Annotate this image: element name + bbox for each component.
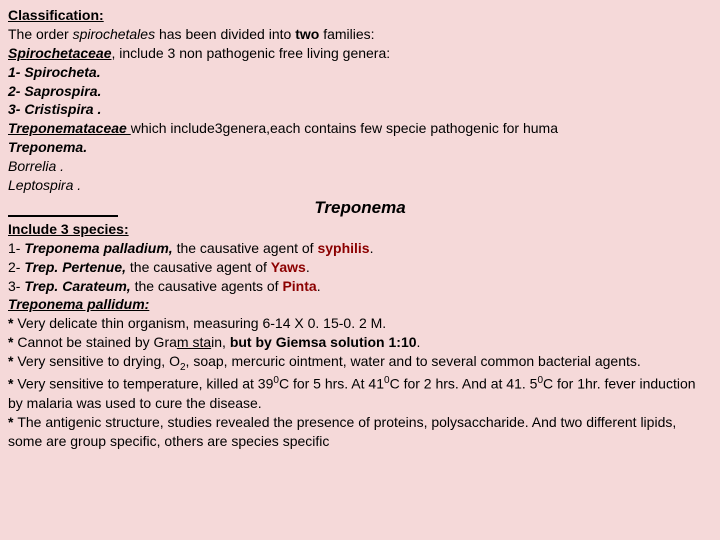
classification-intro: The order spirochetales has been divided… — [8, 25, 712, 44]
species-1: 1- Treponema palladium, the causative ag… — [8, 239, 712, 258]
family1-desc: , include 3 non pathogenic free living g… — [112, 45, 391, 61]
pallidum-heading: Treponema pallidum: — [8, 295, 712, 314]
bullet-2: * Cannot be stained by Gram stain, but b… — [8, 333, 712, 352]
family1-line: Spirochetaceae, include 3 non pathogenic… — [8, 44, 712, 63]
sp3-name: Trep. Carateum, — [24, 278, 134, 294]
bullet-3: * Very sensitive to drying, O2, soap, me… — [8, 352, 712, 374]
bullet-4: * Very sensitive to temperature, killed … — [8, 374, 712, 412]
intro-term: spirochetales — [73, 26, 159, 42]
sp2-pre: 2- — [8, 259, 24, 275]
b2-b: m sta — [177, 334, 211, 350]
sp3-end: . — [317, 278, 321, 294]
sp1-end: . — [370, 240, 374, 256]
family2-line: Treponemataceae which include3genera,eac… — [8, 119, 712, 138]
b5-star: * — [8, 414, 17, 430]
family2-name: Treponemataceae — [8, 120, 131, 136]
b4-star: * — [8, 376, 17, 392]
intro-end: families: — [323, 26, 374, 42]
genera2: 2- Saprospira. — [8, 82, 712, 101]
bullet-1: * Very delicate thin organism, measuring… — [8, 314, 712, 333]
b1-star: * — [8, 315, 17, 331]
sp1-pre: 1- — [8, 240, 24, 256]
sp3-disease: Pinta — [282, 278, 316, 294]
b3-a: Very sensitive to drying, O — [17, 353, 180, 369]
sp3-pre: 3- — [8, 278, 24, 294]
sp3-mid: the causative agents of — [135, 278, 283, 294]
intro-two: two — [295, 26, 323, 42]
b2-a: Cannot be stained by Gra — [17, 334, 177, 350]
intro-pre: The order — [8, 26, 73, 42]
sp2-mid: the causative agent of — [130, 259, 271, 275]
b2-star: * — [8, 334, 17, 350]
b2-f: . — [417, 334, 421, 350]
species-3: 3- Trep. Carateum, the causative agents … — [8, 277, 712, 296]
include-label: Include 3 species: — [8, 220, 712, 239]
intro-post: has been divided into — [159, 26, 295, 42]
b3-b: , soap, mercuric ointment, water and to … — [186, 353, 641, 369]
b4-a: Very sensitive to temperature, killed at… — [17, 376, 273, 392]
bullet-5: * The antigenic structure, studies revea… — [8, 413, 712, 451]
sp1-name: Treponema palladium, — [24, 240, 176, 256]
b3-star: * — [8, 353, 17, 369]
gen2-3: Leptospira . — [8, 176, 712, 195]
b4-c: C for 2 hrs. And at 41. 5 — [390, 376, 538, 392]
b2-d: but by — [230, 334, 276, 350]
b2-c: in, — [211, 334, 230, 350]
b5-text: The antigenic structure, studies reveale… — [8, 414, 676, 449]
sp2-end: . — [306, 259, 310, 275]
sp1-disease: syphilis — [317, 240, 369, 256]
family1-name: Spirochetaceae — [8, 45, 112, 61]
species-2: 2- Trep. Pertenue, the causative agent o… — [8, 258, 712, 277]
treponema-title: Treponema — [8, 197, 712, 220]
sp2-disease: Yaws — [271, 259, 306, 275]
genera3: 3- Cristispira . — [8, 100, 712, 119]
b2-e: Giemsa solution 1:10 — [276, 334, 417, 350]
sp2-name: Trep. Pertenue, — [24, 259, 130, 275]
genera1: 1- Spirocheta. — [8, 63, 712, 82]
gen2-2: Borrelia . — [8, 157, 712, 176]
gen2-1: Treponema. — [8, 138, 712, 157]
b1-text: Very delicate thin organism, measuring 6… — [17, 315, 386, 331]
sp1-mid: the causative agent of — [177, 240, 318, 256]
classification-heading: Classification: — [8, 6, 712, 25]
b4-b: C for 5 hrs. At 41 — [279, 376, 384, 392]
family2-desc: which include3genera,each contains few s… — [131, 120, 558, 136]
